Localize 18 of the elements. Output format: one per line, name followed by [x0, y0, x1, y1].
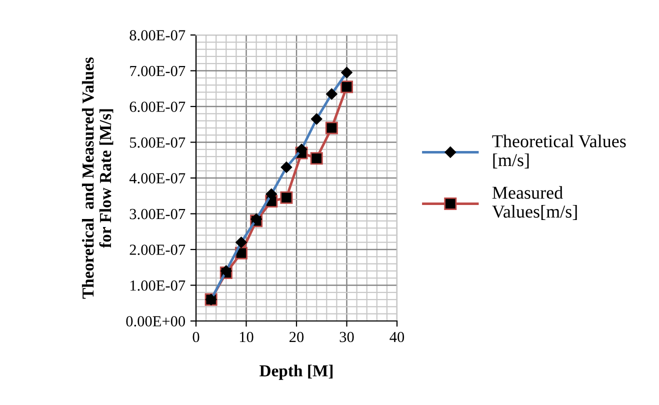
y-tick-label: 2.00E-07: [130, 244, 186, 256]
y-tick-label: 1.00E-07: [130, 280, 186, 291]
y-tick-label: 4.00E-07: [129, 173, 186, 184]
y-tick-label: 8.00E-07: [130, 30, 186, 41]
y-tick-label: 7.00E-07: [130, 66, 186, 76]
x-tick-label: 0: [192, 332, 200, 342]
x-tick-label: 30: [340, 332, 354, 342]
x-axis-title: Depth [M]: [260, 364, 333, 380]
x-tick-label: 40: [390, 332, 404, 342]
y-tick-label: 5.00E-07: [130, 137, 186, 148]
x-tick-label: 10: [240, 332, 254, 342]
x-tick-label: 20: [290, 332, 304, 342]
y-axis-title: Theoretical and Measured Values for Flow Rate [M/s]: [82, 57, 114, 299]
y-tick-label: 0.00E+00: [126, 316, 186, 327]
y-tick-label: 6.00E-07: [130, 102, 186, 112]
y-tick-label: 3.00E-07: [130, 208, 186, 220]
legend-label: Measured Values[m/s]: [492, 186, 577, 220]
legend-label: Theoretical Values [m/s]: [492, 134, 626, 168]
